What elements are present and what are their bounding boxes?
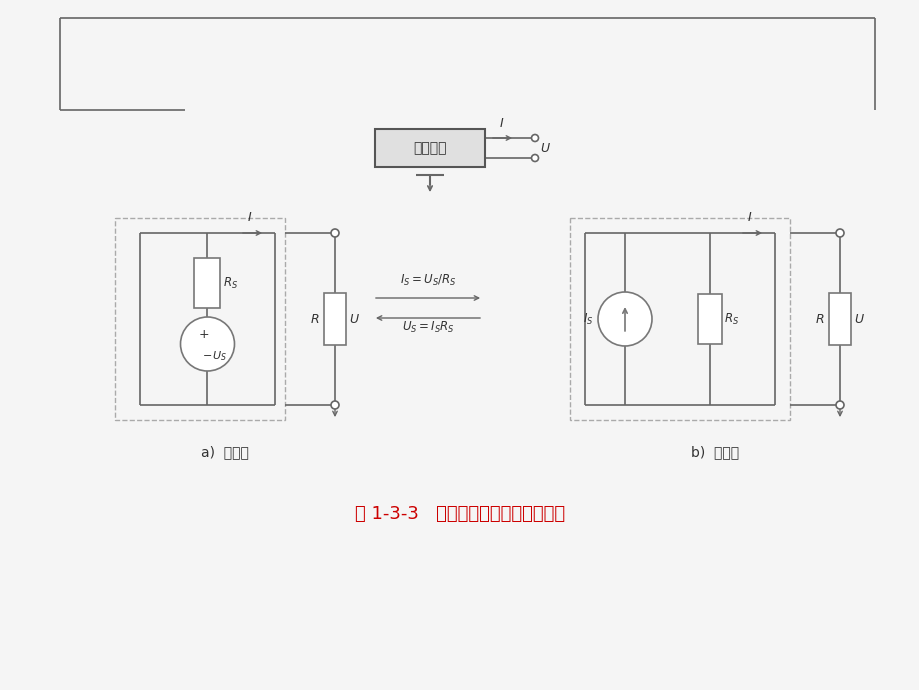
Circle shape xyxy=(531,155,538,161)
Text: I: I xyxy=(747,211,751,224)
Text: I: I xyxy=(500,117,504,130)
Text: R: R xyxy=(311,313,319,326)
Text: b)  电流源: b) 电流源 xyxy=(690,445,738,459)
Bar xyxy=(115,218,285,420)
Text: U: U xyxy=(853,313,862,326)
Text: I: I xyxy=(248,211,252,224)
Text: U: U xyxy=(348,313,357,326)
Text: R: R xyxy=(815,313,823,326)
Text: a)  电压源: a) 电压源 xyxy=(201,445,249,459)
Bar xyxy=(828,293,850,345)
Circle shape xyxy=(180,317,234,371)
Text: $R_S$: $R_S$ xyxy=(723,311,738,326)
Circle shape xyxy=(835,229,843,237)
Text: +: + xyxy=(198,328,209,340)
Text: $I_S=U_S/R_S$: $I_S=U_S/R_S$ xyxy=(399,273,456,288)
Text: $R_S$: $R_S$ xyxy=(223,275,238,290)
Bar xyxy=(698,294,721,344)
Bar xyxy=(194,258,221,308)
Circle shape xyxy=(835,401,843,409)
Text: U: U xyxy=(539,141,549,155)
Circle shape xyxy=(331,229,338,237)
Circle shape xyxy=(531,135,538,141)
Text: 实际电源: 实际电源 xyxy=(413,141,447,155)
Text: −: − xyxy=(202,351,212,361)
Bar xyxy=(570,218,789,420)
Text: $I_S$: $I_S$ xyxy=(582,311,593,326)
Bar xyxy=(375,129,484,167)
Circle shape xyxy=(331,401,338,409)
Bar xyxy=(323,293,346,345)
Text: $U_S$: $U_S$ xyxy=(212,349,227,363)
Text: $U_S=I_SR_S$: $U_S=I_SR_S$ xyxy=(402,320,454,335)
Circle shape xyxy=(597,292,652,346)
Text: 图 1-3-3   电压源与电流源的等效变换: 图 1-3-3 电压源与电流源的等效变换 xyxy=(355,505,564,523)
